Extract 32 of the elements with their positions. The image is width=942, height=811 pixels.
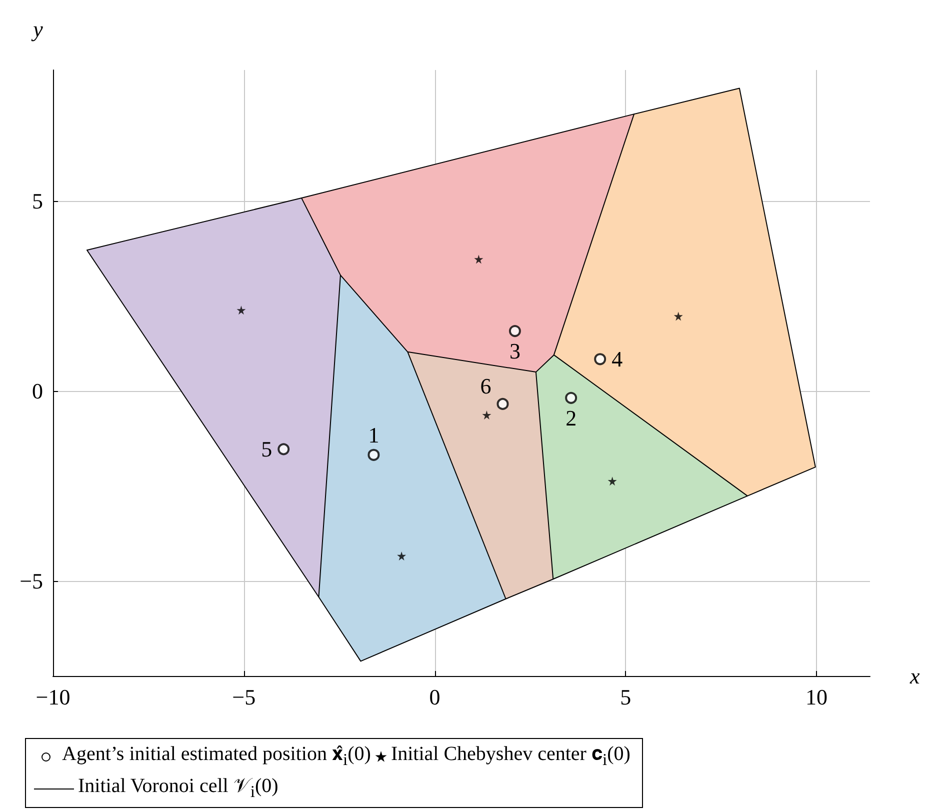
- annotation: 5: [261, 436, 272, 462]
- y-axis-title: y: [31, 16, 44, 42]
- point: [674, 312, 683, 321]
- x-tick-label: −10: [36, 684, 70, 710]
- annotation: 4: [612, 346, 623, 372]
- point: [608, 476, 617, 486]
- point: [508, 325, 521, 338]
- legend-label: Initial Voronoi cell 𝒱$_{i}$(0): [78, 774, 278, 803]
- x-axis-title: x: [909, 664, 920, 688]
- x-tick-label: 10: [806, 684, 828, 710]
- point: [368, 448, 380, 461]
- x-tick-label: 5: [620, 684, 632, 710]
- annotation: 1: [368, 422, 380, 448]
- annotation: 2: [566, 405, 577, 430]
- y-tick-label: 5: [32, 188, 43, 214]
- point: [565, 392, 578, 404]
- point: [397, 551, 406, 560]
- x-tick-label: 0: [429, 684, 440, 710]
- point: [236, 306, 246, 315]
- annotation: 6: [480, 373, 492, 398]
- annotation: 3: [509, 338, 520, 364]
- point: [594, 353, 606, 366]
- x-tick-label: −5: [232, 684, 256, 710]
- point: [482, 410, 492, 420]
- point: [278, 443, 290, 456]
- point: [474, 254, 484, 264]
- legend-label: Initial Chebyshev center 𝐜$_{i}$(0): [390, 742, 630, 771]
- legend-label: Agent’s initial estimated position 𝐱̂$_{i}$(0): [62, 742, 371, 771]
- line-series: [86, 88, 816, 662]
- y-tick-label: −5: [20, 568, 43, 594]
- point: [496, 398, 509, 410]
- y-tick-label: 0: [32, 378, 43, 404]
